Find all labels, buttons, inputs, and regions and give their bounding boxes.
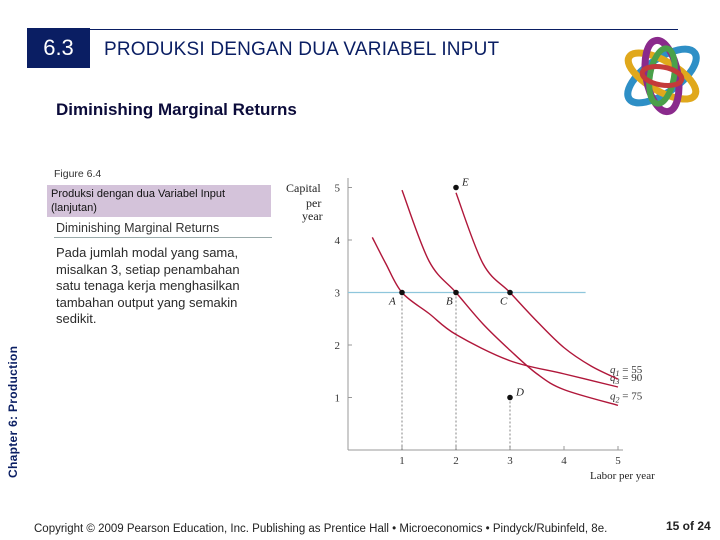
- y-tick-label: 4: [335, 235, 341, 247]
- x-tick-label: 2: [453, 455, 459, 467]
- y-tick-label: 3: [335, 288, 341, 300]
- isoquant-label: q2 = 75: [610, 390, 643, 404]
- figure-body-text: Pada jumlah modal yang sama, misalkan 3,…: [56, 245, 240, 326]
- chart-ylabel-line-2: per: [306, 196, 321, 210]
- point-c-marker: [507, 289, 513, 296]
- point-b-label: B: [446, 296, 453, 308]
- isoquant-label: q1 = 55: [610, 364, 643, 378]
- isoquant-chart: Capital per year Labor per year 1 2 3 4 5 1 2 3…: [286, 178, 655, 482]
- chart-ylabel-line-1: Capital: [286, 181, 321, 195]
- point-a-label: A: [388, 296, 396, 308]
- chapter-side-label: Chapter 6: Production: [6, 345, 20, 478]
- figure-heading-rule: [54, 237, 272, 238]
- point-d-marker: [507, 394, 513, 401]
- point-d-label: D: [515, 387, 524, 399]
- x-tick-label: 3: [507, 455, 513, 467]
- slide-subtitle: Diminishing Marginal Returns: [56, 100, 297, 119]
- figure-caption: Produksi dengan dua Variabel Input (lanj…: [47, 185, 271, 217]
- header-rule: [90, 29, 678, 30]
- point-a-marker: [399, 289, 405, 296]
- isoquant-label: q3 = 90: [610, 372, 643, 386]
- footer-copyright: Copyright © 2009 Pearson Education, Inc.…: [34, 523, 608, 535]
- point-c-label: C: [500, 296, 508, 308]
- figure-heading: Diminishing Marginal Returns: [56, 221, 220, 235]
- point-e-label: E: [461, 178, 469, 189]
- point-b-marker: [453, 289, 459, 296]
- page-number: 15 of 24: [666, 519, 711, 533]
- y-tick-label: 2: [335, 340, 341, 352]
- isoquant-curve: [371, 237, 619, 388]
- x-tick-label: 4: [561, 455, 567, 467]
- chart-xlabel: Labor per year: [590, 470, 655, 482]
- y-tick-label: 5: [335, 183, 341, 195]
- isoquant-curve: [455, 192, 619, 380]
- section-number: 6.3: [43, 35, 74, 60]
- y-tick-label: 1: [335, 393, 341, 405]
- section-number-box: 6.3: [27, 28, 90, 68]
- chart-ylabel-line-3: year: [302, 209, 323, 223]
- x-tick-label: 1: [399, 455, 405, 467]
- isoquant-curve: [401, 189, 619, 407]
- rings-logo-icon: [624, 36, 700, 116]
- slide-title: PRODUKSI DENGAN DUA VARIABEL INPUT: [104, 39, 500, 60]
- figure-number-label: Figure 6.4: [54, 168, 102, 180]
- x-tick-label: 5: [615, 455, 621, 467]
- point-e-marker: [453, 184, 459, 191]
